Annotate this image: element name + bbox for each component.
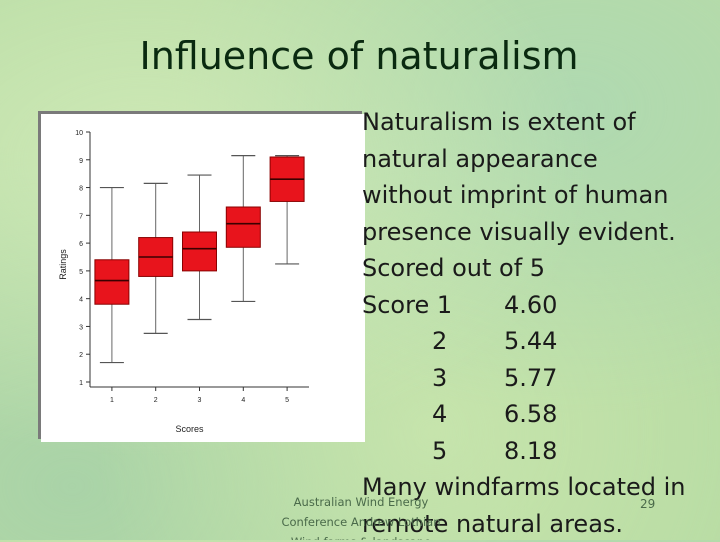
slide-title: Influence of naturalism: [0, 34, 719, 78]
body-line: presence visually evident.: [362, 214, 718, 251]
y-tick-label: 8: [79, 186, 83, 193]
footer-text: Australian Wind Energy Conference Andrew…: [266, 492, 456, 540]
box-plot-panel: 1 2 3 4 5 6 7 8 9 10 1 2 3 4 5 Scores Ratings: [41, 114, 365, 442]
score-row: 4 6.58: [362, 396, 718, 433]
score-label: Score 1: [362, 287, 452, 324]
score-value: 6.58: [504, 396, 557, 433]
box: [226, 207, 260, 247]
body-line: Scored out of 5: [362, 250, 718, 287]
score-label: 5: [432, 433, 447, 470]
score-value: 4.60: [504, 287, 557, 324]
body-line: Naturalism is extent of: [362, 104, 718, 141]
y-tick-label: 1: [79, 380, 83, 387]
y-tick-label: 6: [79, 241, 83, 248]
body-line: natural appearance: [362, 141, 718, 178]
y-tick-label: 10: [75, 130, 83, 137]
x-tick-label: 3: [198, 397, 202, 404]
score-label: 2: [432, 323, 447, 360]
slide-body: Naturalism is extent of natural appearan…: [362, 104, 718, 542]
y-tick-label: 4: [79, 297, 83, 304]
slide-number: 29: [640, 497, 655, 511]
y-tick-label: 2: [79, 352, 83, 359]
box: [95, 260, 129, 304]
score-label: 4: [432, 396, 447, 433]
x-tick-label: 5: [285, 397, 289, 404]
x-tick-label: 4: [241, 397, 245, 404]
score-value: 8.18: [504, 433, 557, 470]
y-axis-label: Ratings: [58, 249, 68, 280]
y-tick-label: 9: [79, 158, 83, 165]
y-tick-label: 3: [79, 324, 83, 331]
x-axis-label: Scores: [175, 424, 204, 434]
box-plot-chart: 1 2 3 4 5 6 7 8 9 10 1 2 3 4 5 Scores Ratings: [41, 114, 365, 442]
score-label: 3: [432, 360, 447, 397]
score-value: 5.44: [504, 323, 557, 360]
x-tick-label: 2: [154, 397, 158, 404]
x-tick-label: 1: [110, 397, 114, 404]
y-tick-label: 7: [79, 213, 83, 220]
score-row: Score 1 4.60: [362, 287, 718, 324]
score-value: 5.77: [504, 360, 557, 397]
y-tick-label: 5: [79, 269, 83, 276]
score-row: 2 5.44: [362, 323, 718, 360]
body-line: without imprint of human: [362, 177, 718, 214]
score-row: 5 8.18: [362, 433, 718, 470]
box: [183, 232, 217, 271]
score-row: 3 5.77: [362, 360, 718, 397]
